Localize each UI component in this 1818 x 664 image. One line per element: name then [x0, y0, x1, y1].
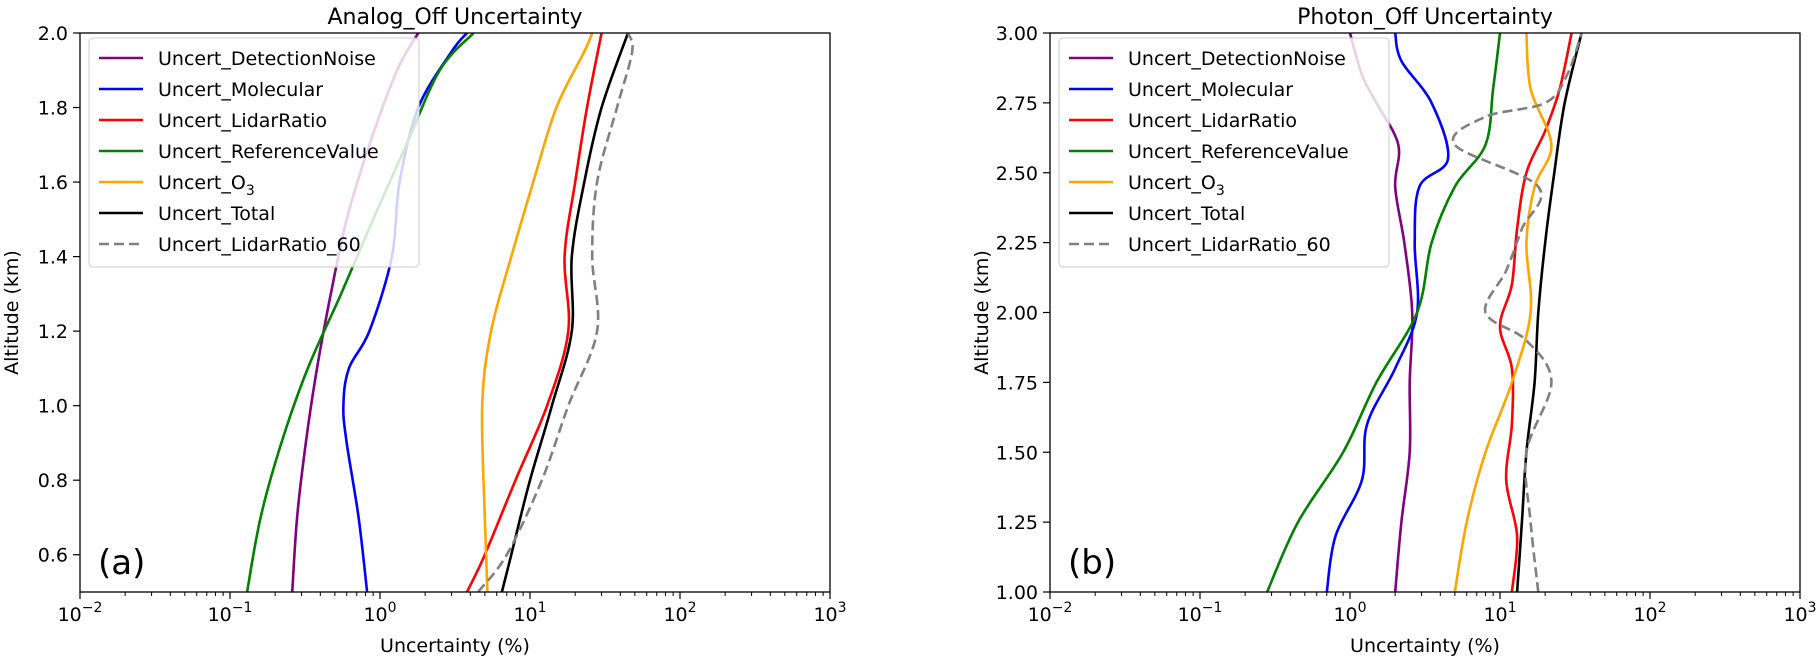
legend-label: Uncert_Molecular	[1128, 79, 1293, 101]
legend: Uncert_DetectionNoise Uncert_Molecular Unc…	[88, 37, 420, 268]
y-tick-label: 0.6	[38, 545, 68, 567]
chart-title: Analog_Off Uncertainty	[327, 5, 582, 30]
y-tick-label: 2.75	[996, 93, 1038, 115]
legend-label: Uncert_DetectionNoise	[1128, 48, 1346, 70]
y-tick-label: 2.0	[38, 23, 68, 45]
legend-label: Uncert_DetectionNoise	[158, 48, 376, 70]
y-axis-label: Altitude (km)	[971, 250, 993, 375]
legend-label: Uncert_LidarRatio	[1128, 110, 1297, 132]
panel-label: (a)	[98, 543, 145, 583]
x-tick-label: 100	[1333, 600, 1366, 626]
legend-label: Uncert_Total	[1128, 203, 1245, 225]
series-line-uncert-o3	[480, 33, 594, 592]
legend-label: Uncert_O3	[1128, 172, 1225, 199]
legend-label: Uncert_LidarRatio_60	[158, 234, 361, 256]
y-tick-label: 1.00	[996, 582, 1038, 604]
series-line-uncert-total	[500, 33, 630, 592]
x-tick-label: 102	[1633, 600, 1666, 626]
legend-box	[1058, 37, 1390, 268]
chart-title: Photon_Off Uncertainty	[1297, 5, 1553, 30]
y-tick-label: 2.00	[996, 303, 1038, 325]
series-line-uncert-lidarratio-60	[476, 33, 634, 592]
series-line-uncert-o3	[1453, 33, 1553, 592]
legend-box	[88, 37, 420, 268]
x-tick-label: 10−1	[208, 600, 253, 626]
y-tick-label: 1.2	[38, 321, 68, 343]
legend: Uncert_DetectionNoise Uncert_Molecular Unc…	[1058, 37, 1390, 268]
y-axis-label: Altitude (km)	[1, 250, 23, 375]
y-tick-label: 1.6	[38, 172, 68, 194]
x-tick-label: 10−1	[1178, 600, 1223, 626]
series-line-uncert-referencevalue	[1265, 33, 1502, 592]
series-group	[1265, 33, 1583, 592]
panel-label: (b)	[1068, 543, 1116, 583]
x-tick-label: 103	[813, 600, 846, 626]
y-tick-label: 2.25	[996, 233, 1038, 255]
y-tick-label: 1.0	[38, 396, 68, 418]
y-tick-label: 1.50	[996, 442, 1038, 464]
x-tick-label: 10−2	[1028, 600, 1073, 626]
series-line-uncert-lidarratio-60	[1451, 33, 1583, 592]
x-tick-label: 101	[513, 600, 546, 626]
y-tick-label: 1.75	[996, 372, 1038, 394]
chart-panel-b: Photon_Off Uncertainty 10−2 10−1 100 101 102 1…	[971, 5, 1817, 657]
legend-label: Uncert_LidarRatio	[158, 110, 327, 132]
x-tick-label: 100	[363, 600, 396, 626]
x-tick-label: 10−2	[58, 600, 103, 626]
plot-frame	[79, 32, 831, 593]
series-line-uncert-molecular	[342, 33, 468, 592]
chart-panel-a: Analog_Off Uncertainty 10−2 10−1 100 101 102 1…	[1, 5, 847, 657]
x-tick-label: 101	[1483, 600, 1516, 626]
x-tick-label: 102	[663, 600, 696, 626]
legend-label: Uncert_O3	[158, 172, 255, 199]
x-tick-label: 103	[1783, 600, 1816, 626]
series-line-uncert-lidarratio	[465, 33, 603, 592]
legend-label: Uncert_ReferenceValue	[158, 141, 379, 163]
x-axis-label: Uncertainty (%)	[1350, 635, 1500, 657]
x-axis-label: Uncertainty (%)	[380, 635, 530, 657]
legend-label: Uncert_LidarRatio_60	[1128, 234, 1331, 256]
legend-label: Uncert_Total	[158, 203, 275, 225]
y-tick-label: 1.8	[38, 98, 68, 120]
series-line-uncert-total	[1515, 33, 1583, 592]
series-line-uncert-molecular	[1325, 33, 1450, 592]
y-tick-label: 2.50	[996, 163, 1038, 185]
y-tick-label: 3.00	[996, 23, 1038, 45]
y-tick-label: 0.8	[38, 470, 68, 492]
y-tick-label: 1.25	[996, 512, 1038, 534]
series-line-uncert-referencevalue	[245, 33, 475, 592]
legend-label: Uncert_Molecular	[158, 79, 323, 101]
y-tick-label: 1.4	[38, 247, 68, 269]
legend-label: Uncert_ReferenceValue	[1128, 141, 1349, 163]
series-line-uncert-lidarratio	[1498, 33, 1573, 592]
